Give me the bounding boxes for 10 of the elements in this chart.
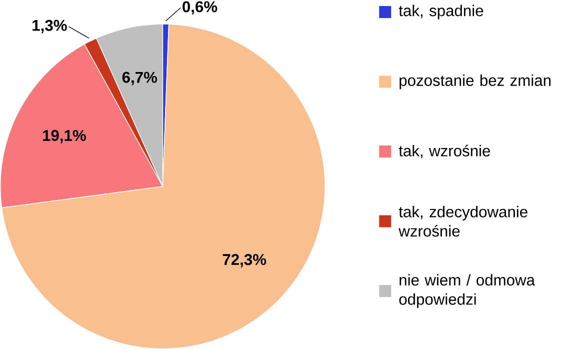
data-label: 6,7% [122,72,158,86]
data-label: 0,6% [182,1,218,14]
legend-label: tak, zdecydowanie wzrośnie [398,206,528,237]
legend-label: nie wiem / odmowa odpowiedzi [399,274,535,308]
data-label: 72,3% [222,254,266,268]
data-label: 19,1% [43,130,86,144]
legend-label: tak, wzrośnie [398,144,490,158]
legend-label: pozostanie bez zmian [400,74,551,90]
data-label: 1,3% [32,20,67,34]
legend-label: tak, spadnie [398,4,484,20]
